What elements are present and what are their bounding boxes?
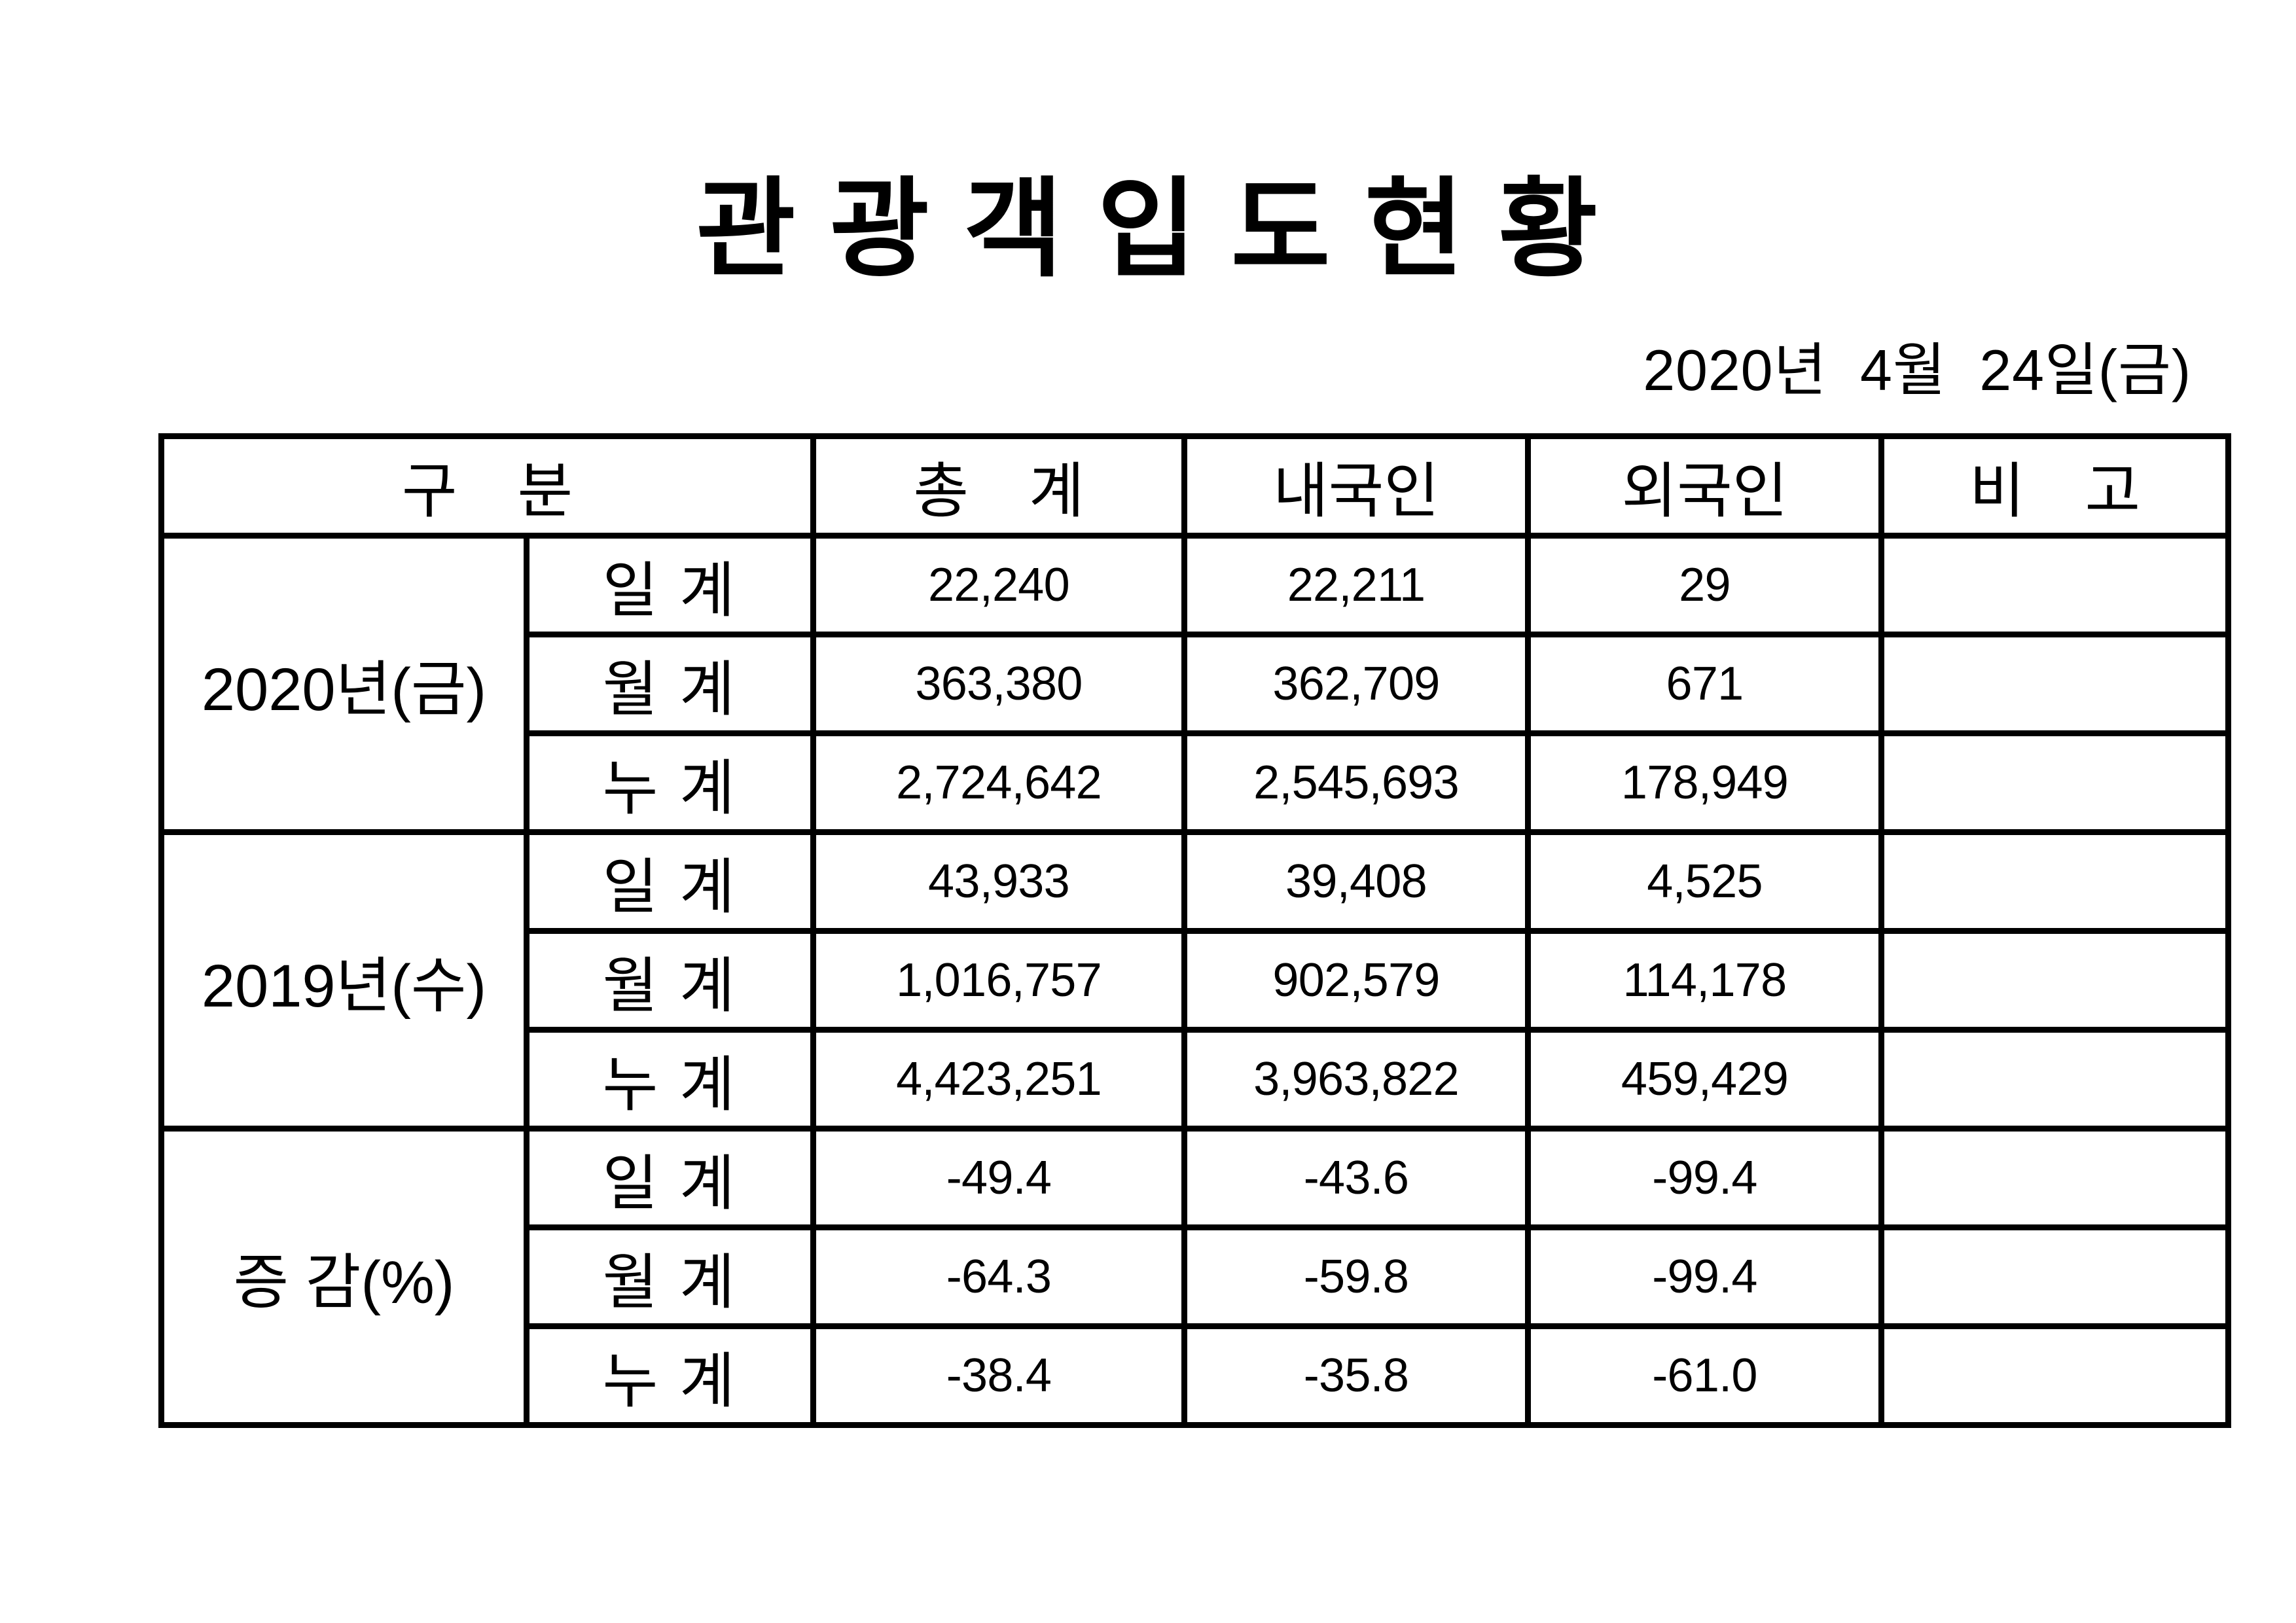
value-domestic: -35.8 [1181,1323,1531,1428]
value-foreign: 459,429 [1525,1027,1884,1132]
remark-cell [1878,1126,2231,1230]
table-row: 월 계 363,380 362,709 671 [162,632,2231,736]
value-foreign: -99.4 [1525,1224,1884,1329]
value-domestic: -59.8 [1181,1224,1531,1329]
remark-cell [1878,533,2231,637]
value-total: 1,016,757 [810,928,1187,1033]
value-domestic: 362,709 [1181,632,1531,736]
group-label-2020: 2020년(금) [158,533,529,835]
table-row: 증 감(%) 일 계 -49.4 -43.6 -99.4 [158,1126,2231,1428]
value-foreign: 114,178 [1525,928,1884,1033]
remark-cell [1878,1027,2231,1132]
row-label: 누 계 [524,730,816,835]
remark-cell [1878,1224,2231,1329]
value-foreign: 671 [1525,632,1884,736]
value-total: -64.3 [810,1224,1187,1329]
row-label: 누 계 [524,1027,816,1132]
table-row: 2019년(수) 일 계 43,933 39,408 4,525 [158,829,2231,1132]
value-domestic: 22,211 [1181,533,1531,637]
header-domestic: 내국인 [1181,433,1531,539]
table-row: 월 계 1,016,757 902,579 114,178 [162,928,2231,1033]
row-label: 월 계 [524,1224,816,1329]
value-total: -49.4 [810,1126,1187,1230]
value-total: 2,724,642 [810,730,1187,835]
tourist-arrival-table: 구 분 총 계 내국인 외국인 비 고 2020년(금) 일 계 22,240 … [158,433,2231,1428]
value-total: 22,240 [810,533,1187,637]
value-domestic: 3,963,822 [1181,1027,1531,1132]
remark-cell [1878,1323,2231,1428]
value-total: 4,423,251 [810,1027,1187,1132]
table-header-row: 구 분 총 계 내국인 외국인 비 고 [158,433,2231,539]
row-label: 일 계 [524,533,816,637]
header-total: 총 계 [810,433,1187,539]
header-foreign: 외국인 [1525,433,1884,539]
row-label: 월 계 [524,928,816,1033]
row-label: 일 계 [524,829,816,934]
value-foreign: 29 [1525,533,1884,637]
table-row: 누 계 2,724,642 2,545,693 178,949 [162,730,2231,835]
value-foreign: 178,949 [1525,730,1884,835]
value-foreign: -99.4 [1525,1126,1884,1230]
value-total: 43,933 [810,829,1187,934]
value-domestic: 902,579 [1181,928,1531,1033]
value-total: 363,380 [810,632,1187,736]
table-row: 2020년(금) 일 계 22,240 22,211 29 [158,533,2231,835]
table-row: 누 계 -38.4 -35.8 -61.0 [162,1323,2231,1428]
value-domestic: -43.6 [1181,1126,1531,1230]
group-label-2019: 2019년(수) [158,829,529,1132]
header-remark: 비 고 [1878,433,2231,539]
remark-cell [1878,829,2231,934]
value-domestic: 39,408 [1181,829,1531,934]
row-label: 일 계 [524,1126,816,1230]
table-row: 월 계 -64.3 -59.8 -99.4 [162,1224,2231,1329]
remark-cell [1878,730,2231,835]
header-category: 구 분 [158,433,816,539]
group-label-change: 증 감(%) [158,1126,529,1428]
value-foreign: 4,525 [1525,829,1884,934]
value-total: -38.4 [810,1323,1187,1428]
value-foreign: -61.0 [1525,1323,1884,1428]
table-row: 누 계 4,423,251 3,963,822 459,429 [162,1027,2231,1132]
row-label: 누 계 [524,1323,816,1428]
report-date: 2020년 4월 24일(금) [1643,338,2191,402]
remark-cell [1878,632,2231,736]
value-domestic: 2,545,693 [1181,730,1531,835]
remark-cell [1878,928,2231,1033]
row-label: 월 계 [524,632,816,736]
page-title: 관 광 객 입 도 현 황 [696,169,1600,289]
